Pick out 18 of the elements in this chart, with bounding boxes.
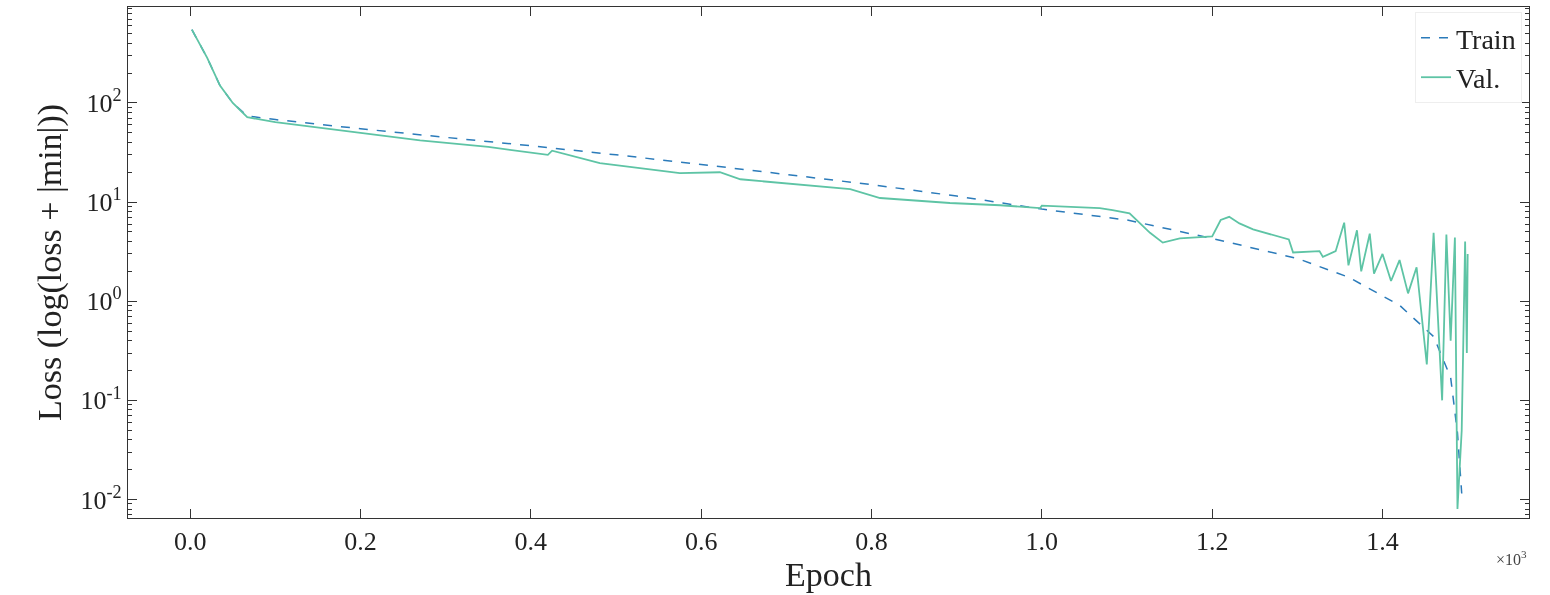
y-tick-label: 10$^{-1}$	[80, 382, 122, 416]
x-tick-label: 0.2	[344, 527, 377, 557]
text: ×10$^{3}$	[1496, 548, 1528, 568]
y-tick-label: 10$^{-2}$	[80, 481, 122, 515]
y-tick-label: 10$^{2}$	[86, 85, 122, 119]
y-axis-title: Loss (log(loss + |min|))	[31, 103, 70, 422]
legend-label: Val.	[1455, 63, 1501, 95]
y-tick-label: 10$^{1}$	[86, 184, 122, 218]
x-tick-label: 1.4	[1366, 527, 1399, 557]
x-tick-label: 0.6	[684, 527, 718, 557]
x-tick-label: 0.8	[855, 527, 888, 557]
x-tick-label: 1.2	[1195, 527, 1229, 557]
x-tick-label: 1.0	[1025, 527, 1059, 557]
x-tick-label: 0.4	[514, 527, 548, 557]
x-tick-label: 0.0	[173, 527, 207, 557]
x-axis-title: Epoch	[785, 556, 872, 594]
legend-label: Train	[1455, 23, 1516, 55]
y-tick-label: 10$^{0}$	[86, 283, 122, 317]
